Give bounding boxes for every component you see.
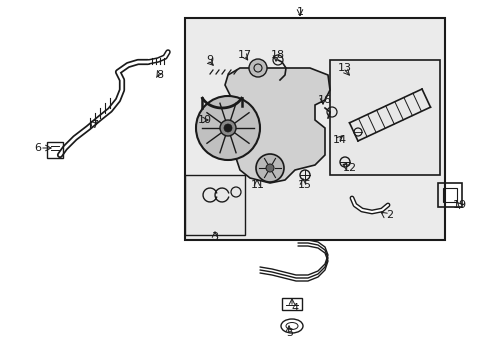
Text: 2: 2: [386, 210, 393, 220]
Bar: [329, 60, 439, 175]
Bar: [184, 18, 444, 240]
Text: 5: 5: [286, 328, 293, 338]
Bar: [282, 298, 302, 310]
Text: 8: 8: [156, 70, 163, 80]
Text: 19: 19: [452, 200, 466, 210]
Polygon shape: [215, 68, 329, 183]
Text: 10: 10: [198, 115, 212, 125]
Bar: [442, 188, 456, 202]
Text: 16: 16: [317, 95, 331, 105]
Text: 17: 17: [238, 50, 251, 60]
Circle shape: [220, 120, 236, 136]
Text: 15: 15: [297, 180, 311, 190]
Bar: [184, 175, 244, 235]
Circle shape: [248, 59, 266, 77]
Text: 6: 6: [35, 143, 41, 153]
Bar: [437, 183, 461, 207]
Circle shape: [196, 96, 260, 160]
Text: 11: 11: [250, 180, 264, 190]
Text: 4: 4: [291, 303, 298, 313]
Circle shape: [224, 124, 231, 132]
Circle shape: [256, 154, 284, 182]
Bar: [47, 142, 63, 158]
Text: 14: 14: [332, 135, 346, 145]
Text: 1: 1: [296, 7, 303, 17]
Circle shape: [265, 164, 273, 172]
Text: 9: 9: [206, 55, 213, 65]
Text: 18: 18: [270, 50, 285, 60]
Text: 7: 7: [91, 120, 99, 130]
Text: 12: 12: [342, 163, 356, 173]
Text: 13: 13: [337, 63, 351, 73]
Text: 3: 3: [211, 232, 218, 242]
